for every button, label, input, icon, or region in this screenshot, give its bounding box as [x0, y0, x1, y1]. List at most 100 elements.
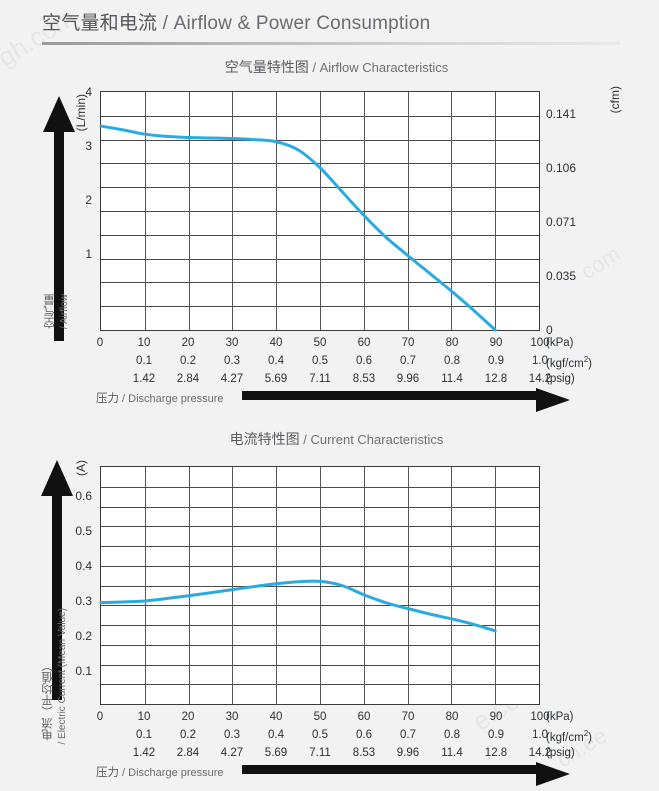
xtick-kgf: 0.4	[268, 355, 284, 367]
page-title: 空气量和电流 / Airflow & Power Consumption	[42, 8, 620, 42]
airflow-ytick-right-0: 0	[546, 323, 553, 337]
current-title-cn: 电流特性图	[229, 431, 300, 447]
xtick-kgf: 0.6	[356, 729, 372, 741]
gridline-vertical	[276, 467, 278, 704]
gridline-vertical	[363, 467, 365, 704]
xtick-psig: 11.4	[441, 373, 463, 385]
xtick-kpa: 0	[96, 337, 104, 349]
gridline-vertical	[451, 467, 453, 704]
xtick-psig: 4.27	[220, 747, 244, 759]
xtick-kpa: 60	[357, 711, 371, 723]
gridline-vertical	[407, 92, 409, 330]
airflow-chart-title: 空气量特性图 / Airflow Characteristics	[0, 56, 659, 78]
xtick-kpa: 30	[225, 711, 239, 723]
xtick-kgf: 0.5	[312, 355, 328, 367]
xtick-kgf: 0.3	[224, 729, 240, 741]
airflow-title-sep: /	[308, 60, 320, 75]
xtick-psig: 5.69	[264, 747, 288, 759]
airflow-plot-area	[99, 91, 540, 332]
airflow-ytick-3: 3	[85, 139, 92, 153]
current-title-en: Current Characteristics	[310, 432, 444, 447]
gridline-vertical	[188, 467, 190, 704]
gridline-vertical	[188, 92, 190, 330]
current-ytick-01: 0.1	[75, 664, 92, 678]
xtick-kgf: 0.3	[224, 355, 240, 367]
xtick-kgf: 1.0	[532, 355, 548, 367]
xtick-kpa: 40	[269, 337, 283, 349]
airflow-y-axis-name-cn: 空气量	[44, 294, 56, 329]
xtick-kpa: 20	[181, 337, 195, 349]
airflow-pressure-arrow-icon	[242, 388, 570, 412]
gridline-vertical	[363, 92, 365, 330]
current-pressure-label-en: Discharge pressure	[128, 767, 224, 779]
xtick-kgf: 0.9	[488, 355, 504, 367]
airflow-pressure-label-sep: /	[119, 393, 129, 405]
current-ytick-06: 0.6	[75, 489, 92, 503]
current-ytick-02: 0.2	[75, 629, 92, 643]
xtick-kpa: 40	[269, 711, 283, 723]
current-pressure-label-cn: 压力	[96, 767, 119, 779]
xtick-kpa: 50	[313, 711, 327, 723]
xtick-kpa: 80	[445, 337, 459, 349]
xaxis-unit-kgf: (kgf/cm2)	[546, 729, 592, 744]
xtick-psig: 9.96	[396, 373, 420, 385]
xtick-psig: 14.2	[528, 747, 552, 759]
xtick-kpa: 80	[445, 711, 459, 723]
xtick-kgf: 0.1	[136, 729, 152, 741]
xtick-psig: 14.2	[528, 373, 552, 385]
gridline-vertical	[407, 467, 409, 704]
xtick-kgf: 0.7	[400, 729, 416, 741]
current-plot-area	[99, 466, 540, 705]
xtick-psig: 8.53	[352, 373, 376, 385]
xtick-kgf: 0.4	[268, 729, 284, 741]
xtick-psig: 8.53	[352, 747, 376, 759]
xtick-psig: 11.4	[441, 747, 463, 759]
xtick-kgf: 0.2	[180, 355, 196, 367]
xtick-kpa: 50	[313, 337, 327, 349]
gridline-vertical	[451, 92, 453, 330]
xtick-kgf: 0.9	[488, 729, 504, 741]
gridline-vertical	[232, 467, 234, 704]
current-y-left-unit: (A)	[74, 460, 88, 476]
airflow-y-left-axis-name: 空气量	[44, 294, 57, 329]
gridline-vertical	[495, 92, 497, 330]
airflow-y-left-unit: (L/min)	[74, 94, 88, 132]
airflow-ytick-right-0071: 0.071	[546, 215, 577, 229]
xtick-kgf: 0.1	[136, 355, 152, 367]
title-divider	[42, 42, 620, 45]
airflow-xrow-psig: 1.42 2.84 4.27 5.69 7.11 8.53 9.96 11.4 12.8 14.2…	[100, 373, 575, 389]
gridline-vertical	[495, 467, 497, 704]
xtick-kpa: 90	[489, 337, 503, 349]
xtick-kpa: 30	[225, 337, 239, 349]
airflow-ytick-1: 1	[85, 247, 92, 261]
gridline-vertical	[320, 467, 321, 704]
current-xrow-kgf: 0.1 0.2 0.3 0.4 0.5 0.6 0.7 0.8 0.9 1.0 (kgf/cm2)	[100, 729, 592, 745]
page-title-en: Airflow & Power Consumption	[173, 13, 431, 34]
xtick-psig: 9.96	[396, 747, 420, 759]
xtick-kgf: 0.6	[356, 355, 372, 367]
current-ytick-03: 0.3	[75, 594, 92, 608]
xaxis-unit-psig: (psig)	[546, 373, 575, 385]
xtick-psig: 5.69	[264, 373, 288, 385]
xtick-kpa: 100	[530, 337, 550, 349]
xtick-kpa: 70	[401, 711, 415, 723]
current-xrow-kpa: 0 10 20 30 40 50 60 70 80 90 100 (kPa)	[96, 711, 574, 727]
xtick-psig: 2.84	[176, 747, 200, 759]
current-pressure-label: 压力 / Discharge pressure	[96, 764, 224, 780]
airflow-y-left-axis-name-en: / Airflow	[58, 294, 72, 329]
current-y-axis-name-cn: 电流（平均值）	[42, 660, 54, 741]
airflow-title-en: Airflow Characteristics	[319, 60, 449, 75]
airflow-pressure-label-en: Discharge pressure	[128, 393, 224, 405]
xtick-psig: 1.42	[132, 747, 156, 759]
current-ytick-04: 0.4	[75, 559, 92, 573]
xtick-kgf: 0.5	[312, 729, 328, 741]
gridline-vertical	[144, 467, 146, 704]
airflow-ytick-4: 4	[85, 85, 92, 99]
airflow-pressure-label-cn: 压力	[96, 393, 119, 405]
xtick-psig: 4.27	[220, 373, 244, 385]
airflow-xrow-kgf: 0.1 0.2 0.3 0.4 0.5 0.6 0.7 0.8 0.9 1.0 (kgf/cm2)	[100, 355, 592, 371]
xtick-psig: 1.42	[132, 373, 156, 385]
xtick-kgf: 0.8	[444, 355, 460, 367]
xtick-kpa: 0	[96, 711, 104, 723]
gridline-vertical	[144, 92, 146, 330]
